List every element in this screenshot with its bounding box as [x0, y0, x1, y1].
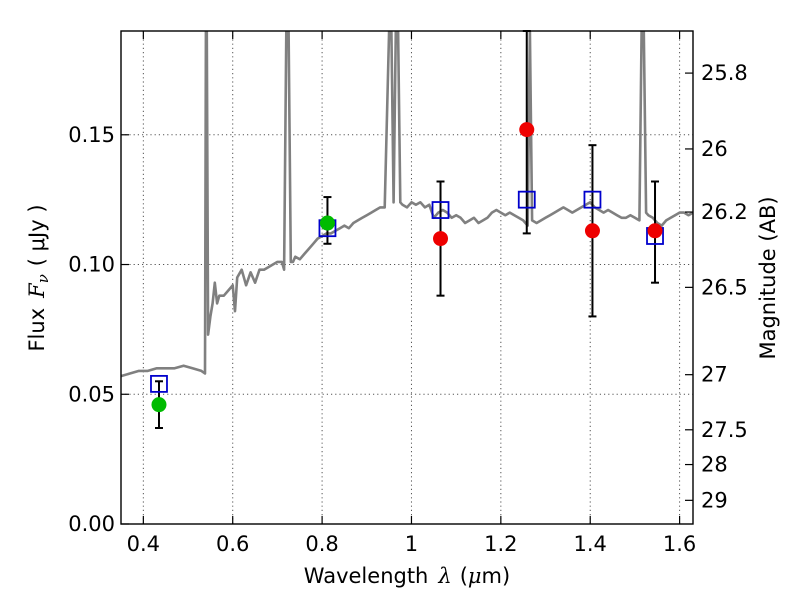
y-axis-label: FluxFν( μJy ): [25, 204, 52, 351]
y-tick-label: 0.10: [68, 253, 115, 277]
photometry-point: [519, 122, 535, 138]
y-tick-label: 0.15: [68, 123, 115, 147]
model-square-marker: [150, 374, 168, 393]
detection-point: [151, 397, 167, 413]
mag-tick-label: 26.2: [701, 200, 748, 224]
model-square-marker: [583, 190, 602, 209]
mag-tick-label: 26: [701, 137, 728, 161]
photometry-point: [433, 231, 449, 247]
x-tick-label: 0.4: [127, 532, 160, 556]
mag-tick-label: 27.5: [701, 418, 748, 442]
axis-ticks: 0.4 0.6 0.8 1 1.2 1.4 1.6 0.00 0.05 0.10 0.15 25.8 2…: [68, 31, 748, 556]
mag-tick-label: 28: [701, 453, 728, 477]
x-tick-label: 1.4: [574, 532, 607, 556]
model-square-marker: [431, 201, 450, 219]
mag-tick-label: 29: [701, 488, 728, 512]
mag-tick-label: 26.5: [701, 275, 748, 299]
x-tick-label: 0.6: [216, 532, 249, 556]
photometry-point: [584, 223, 600, 239]
x-tick-label: 0.8: [305, 532, 338, 556]
x-tick-label: 1: [405, 532, 418, 556]
x-tick-label: 1.2: [484, 532, 517, 556]
mag-tick-label: 25.8: [701, 61, 748, 85]
magnitude-axis-label: Magnitude (AB): [756, 196, 780, 359]
plot-frame: [120, 30, 694, 525]
x-axis-label: Wavelength λ (μm): [304, 564, 510, 588]
plot-area: [121, 31, 693, 378]
detection-point: [319, 215, 335, 231]
mag-tick-label: 27: [701, 363, 728, 387]
y-tick-label: 0.05: [68, 382, 115, 406]
template-sed-line: [121, 31, 693, 378]
markers: [150, 122, 664, 413]
model-square-marker: [517, 190, 536, 209]
error-bars: [154, 30, 660, 429]
y-tick-label: 0.00: [68, 512, 115, 536]
photometry-point: [647, 223, 663, 239]
x-tick-label: 1.6: [663, 532, 696, 556]
